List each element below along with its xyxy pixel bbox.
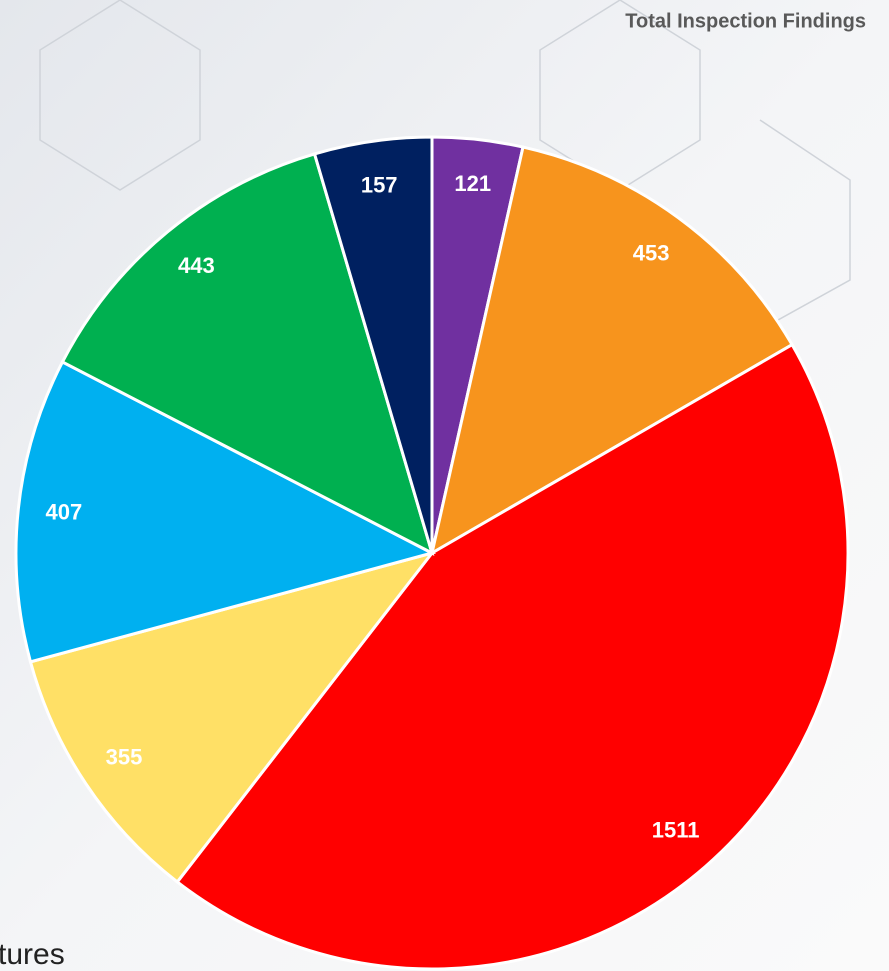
pie-slice: [312, 135, 434, 554]
caption: tures: [0, 938, 65, 971]
data-label: 407: [45, 500, 82, 525]
pie-slice: [14, 359, 437, 664]
chart-title: Total Inspection Findings: [625, 10, 866, 32]
data-label: 355: [106, 744, 143, 769]
pie-slice: [60, 152, 435, 556]
data-label: 443: [178, 253, 215, 278]
data-label: 157: [361, 172, 398, 197]
data-label: 453: [633, 240, 670, 265]
pie-slice: [175, 342, 850, 971]
pie-slice: [429, 145, 795, 557]
data-label: 1511: [652, 818, 700, 843]
data-label: 121: [454, 171, 491, 196]
